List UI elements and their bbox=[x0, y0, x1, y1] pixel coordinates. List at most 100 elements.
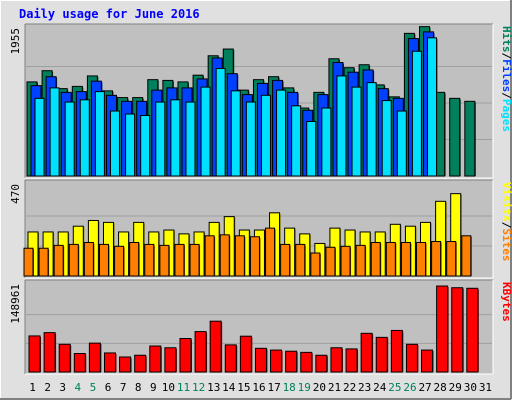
bar-pages-day-21 bbox=[336, 75, 347, 177]
bar-kbytes-day-6 bbox=[103, 352, 116, 373]
bar-pages-day-3 bbox=[64, 101, 75, 177]
bar-sites-day-30 bbox=[461, 235, 472, 277]
bar-kbytes-day-7 bbox=[119, 356, 132, 373]
x-tick-label-day-6: 6 bbox=[105, 381, 112, 394]
x-tick-label-day-1: 1 bbox=[29, 381, 36, 394]
bar-kbytes-day-18 bbox=[285, 350, 298, 373]
bar-pages-day-19 bbox=[306, 120, 317, 177]
bar-kbytes-day-30 bbox=[466, 287, 479, 373]
bar-pages-day-22 bbox=[351, 86, 362, 177]
bar-sites-day-17 bbox=[265, 227, 276, 277]
legend-part: Visits bbox=[500, 182, 512, 222]
bar-kbytes-day-10 bbox=[164, 347, 177, 373]
bar-sites-day-19 bbox=[295, 243, 306, 277]
bar-pages-day-17 bbox=[276, 89, 287, 177]
bar-kbytes-day-9 bbox=[149, 345, 162, 373]
bar-sites-day-6 bbox=[98, 243, 109, 277]
bar-kbytes-day-15 bbox=[239, 335, 252, 373]
bar-kbytes-day-23 bbox=[360, 332, 373, 373]
panel-kbytes: 148961 bbox=[9, 279, 494, 375]
chart-title: Daily usage for June 2016 bbox=[19, 7, 200, 21]
bar-sites-day-15 bbox=[234, 235, 245, 277]
bar-sites-day-14 bbox=[219, 234, 230, 277]
bar-sites-day-2 bbox=[38, 247, 49, 277]
bar-pages-day-24 bbox=[381, 100, 392, 177]
bar-sites-day-1 bbox=[23, 247, 34, 277]
bar-kbytes-day-1 bbox=[28, 335, 41, 373]
bar-sites-day-10 bbox=[159, 244, 170, 277]
y-max-label: 1955 bbox=[9, 28, 22, 55]
bar-hits-day-29 bbox=[449, 97, 461, 177]
x-tick-label-day-9: 9 bbox=[150, 381, 157, 394]
bar-pages-day-20 bbox=[321, 107, 332, 177]
x-tick-label-day-23: 23 bbox=[358, 381, 371, 394]
panel-hits-files-pages: 1955 bbox=[9, 23, 494, 179]
x-tick-label-day-18: 18 bbox=[283, 381, 296, 394]
bar-sites-day-9 bbox=[144, 243, 155, 277]
bar-sites-day-11 bbox=[174, 243, 185, 277]
legend-kbytes: KBytes bbox=[500, 282, 512, 322]
legend-visits-sites: Visits/Sites bbox=[500, 182, 512, 262]
x-tick-label-day-31: 31 bbox=[479, 381, 492, 394]
bar-pages-day-5 bbox=[94, 91, 105, 177]
bar-pages-day-27 bbox=[427, 37, 438, 177]
bar-kbytes-day-11 bbox=[179, 338, 192, 373]
y-max-label: 470 bbox=[9, 184, 22, 204]
x-tick-label-day-29: 29 bbox=[449, 381, 462, 394]
x-tick-label-day-19: 19 bbox=[298, 381, 311, 394]
bar-kbytes-day-29 bbox=[451, 287, 464, 373]
bar-kbytes-day-19 bbox=[300, 351, 313, 373]
x-tick-label-day-12: 12 bbox=[192, 381, 205, 394]
x-tick-label-day-30: 30 bbox=[464, 381, 477, 394]
x-tick-label-day-14: 14 bbox=[222, 381, 236, 394]
bar-kbytes-day-25 bbox=[390, 329, 403, 373]
legend-part: / bbox=[500, 222, 512, 229]
bar-kbytes-day-28 bbox=[436, 285, 449, 373]
x-tick-label-day-28: 28 bbox=[434, 381, 447, 394]
bar-pages-day-8 bbox=[140, 115, 151, 177]
bar-sites-day-28 bbox=[431, 241, 442, 277]
bar-sites-day-25 bbox=[385, 241, 396, 277]
x-tick-label-day-25: 25 bbox=[388, 381, 401, 394]
x-tick-label-day-8: 8 bbox=[135, 381, 142, 394]
bar-pages-day-18 bbox=[291, 105, 302, 177]
bar-pages-day-12 bbox=[200, 86, 211, 177]
bar-sites-day-13 bbox=[204, 235, 215, 277]
x-tick-label-day-3: 3 bbox=[59, 381, 66, 394]
legend-part: Files bbox=[500, 59, 512, 92]
x-tick-label-day-24: 24 bbox=[373, 381, 387, 394]
x-tick-label-day-4: 4 bbox=[75, 381, 82, 394]
bar-kbytes-day-8 bbox=[134, 354, 147, 373]
bar-sites-day-27 bbox=[416, 241, 427, 277]
x-tick-label-day-7: 7 bbox=[120, 381, 127, 394]
bar-kbytes-day-12 bbox=[194, 331, 207, 373]
legend-part: Pages bbox=[500, 99, 512, 132]
bar-kbytes-day-14 bbox=[224, 344, 237, 373]
bar-sites-day-12 bbox=[189, 243, 200, 277]
bar-pages-day-1 bbox=[34, 97, 45, 177]
bar-sites-day-21 bbox=[325, 246, 336, 277]
bar-pages-day-7 bbox=[125, 113, 136, 177]
bar-sites-day-29 bbox=[446, 241, 457, 277]
x-tick-label-day-13: 13 bbox=[207, 381, 220, 394]
bar-kbytes-day-22 bbox=[345, 348, 358, 373]
bar-kbytes-day-4 bbox=[73, 353, 86, 373]
bar-sites-day-7 bbox=[114, 245, 125, 277]
series-sites bbox=[23, 227, 472, 277]
bar-kbytes-day-16 bbox=[254, 347, 267, 373]
x-tick-label-day-20: 20 bbox=[313, 381, 326, 394]
panel-visits-sites: 470 bbox=[9, 179, 494, 279]
bar-sites-day-4 bbox=[68, 243, 79, 277]
bar-kbytes-day-20 bbox=[315, 354, 328, 373]
bar-sites-day-23 bbox=[355, 244, 366, 277]
x-tick-label-day-21: 21 bbox=[328, 381, 341, 394]
bar-pages-day-6 bbox=[109, 110, 120, 177]
legend-part: KBytes bbox=[500, 282, 512, 322]
bar-pages-day-15 bbox=[245, 101, 256, 177]
bar-kbytes-day-5 bbox=[88, 342, 101, 373]
x-tick-label-day-2: 2 bbox=[44, 381, 51, 394]
bar-pages-day-14 bbox=[230, 90, 241, 177]
bar-pages-day-2 bbox=[49, 87, 60, 177]
